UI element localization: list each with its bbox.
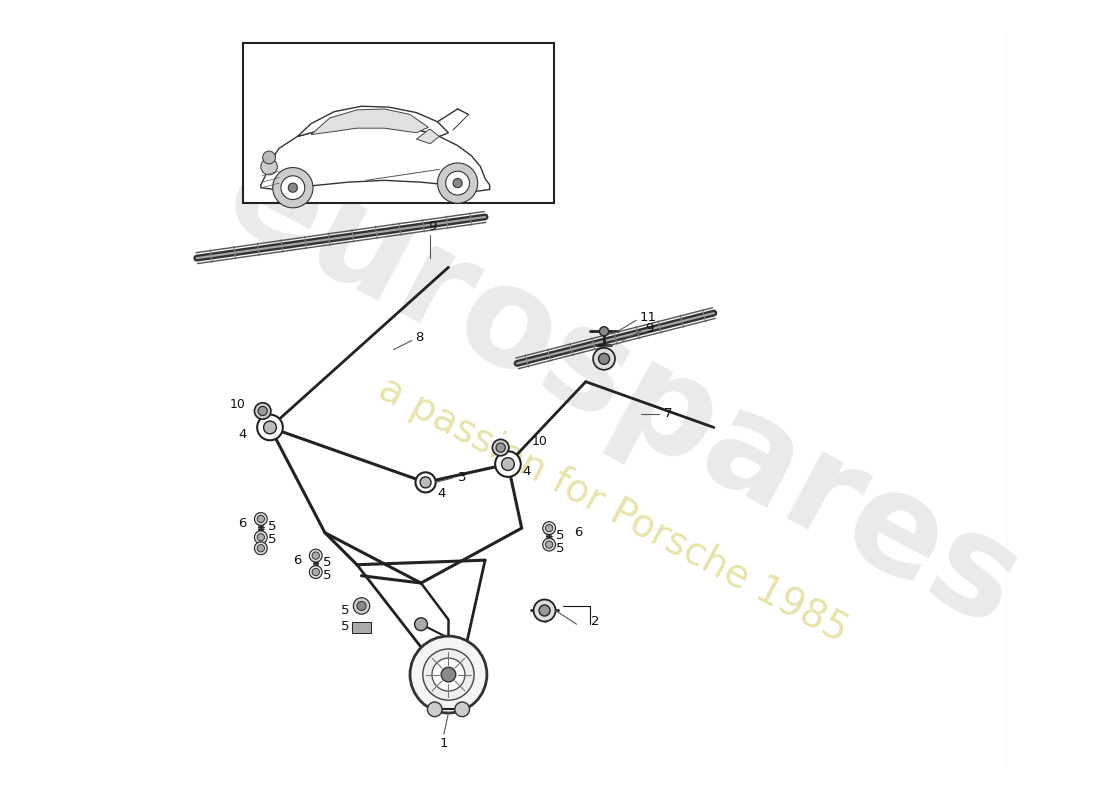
Circle shape xyxy=(432,658,465,691)
Circle shape xyxy=(312,552,319,559)
Text: 5: 5 xyxy=(341,604,350,617)
Circle shape xyxy=(598,354,609,364)
FancyBboxPatch shape xyxy=(352,622,371,634)
Circle shape xyxy=(257,515,264,522)
Circle shape xyxy=(455,702,470,717)
Circle shape xyxy=(254,542,267,554)
Circle shape xyxy=(446,171,470,195)
Circle shape xyxy=(353,598,370,614)
Circle shape xyxy=(257,545,264,552)
Text: 9: 9 xyxy=(646,322,654,335)
Circle shape xyxy=(258,406,267,415)
Circle shape xyxy=(546,541,553,548)
Circle shape xyxy=(502,458,515,470)
Text: 5: 5 xyxy=(556,542,564,554)
Circle shape xyxy=(264,421,276,434)
Circle shape xyxy=(534,599,556,622)
Text: 5: 5 xyxy=(556,529,564,542)
Text: a passion for Porsche 1985: a passion for Porsche 1985 xyxy=(372,370,855,650)
Circle shape xyxy=(546,525,553,532)
Circle shape xyxy=(600,326,608,336)
Polygon shape xyxy=(308,0,1100,766)
Text: 10: 10 xyxy=(532,434,548,448)
Circle shape xyxy=(453,178,462,188)
Circle shape xyxy=(273,167,314,208)
Circle shape xyxy=(410,636,487,713)
Text: 4: 4 xyxy=(239,428,246,442)
Circle shape xyxy=(254,402,271,419)
Text: eurospares: eurospares xyxy=(202,125,1042,657)
Text: 4: 4 xyxy=(438,487,447,500)
Circle shape xyxy=(441,667,455,682)
Circle shape xyxy=(288,183,297,192)
Text: 5: 5 xyxy=(322,557,331,570)
Polygon shape xyxy=(311,109,428,134)
Circle shape xyxy=(309,549,322,562)
Circle shape xyxy=(312,568,319,576)
Circle shape xyxy=(280,176,305,199)
Text: 6: 6 xyxy=(574,526,583,539)
Circle shape xyxy=(539,605,550,616)
Circle shape xyxy=(263,151,275,164)
Circle shape xyxy=(496,443,505,452)
Text: 5: 5 xyxy=(341,619,350,633)
Text: 3: 3 xyxy=(458,471,466,484)
Text: 5: 5 xyxy=(267,520,276,533)
Circle shape xyxy=(416,472,436,493)
Circle shape xyxy=(420,477,431,488)
Circle shape xyxy=(422,649,474,700)
Text: 2: 2 xyxy=(591,615,600,628)
Circle shape xyxy=(415,618,428,630)
Text: 5: 5 xyxy=(267,533,276,546)
Circle shape xyxy=(254,531,267,544)
Text: 8: 8 xyxy=(415,331,424,344)
Circle shape xyxy=(257,414,283,440)
Circle shape xyxy=(261,158,277,175)
Text: 10: 10 xyxy=(230,398,246,411)
Circle shape xyxy=(257,534,264,541)
Polygon shape xyxy=(297,106,449,137)
Circle shape xyxy=(493,439,509,456)
Text: 7: 7 xyxy=(664,407,672,420)
Circle shape xyxy=(254,513,267,526)
Circle shape xyxy=(309,566,322,578)
Circle shape xyxy=(542,522,556,534)
Text: 1: 1 xyxy=(440,737,448,750)
Text: 6: 6 xyxy=(239,517,246,530)
Circle shape xyxy=(542,538,556,551)
Circle shape xyxy=(593,348,615,370)
Text: 5: 5 xyxy=(322,570,331,582)
Circle shape xyxy=(495,451,520,477)
Text: 9: 9 xyxy=(428,220,437,233)
Text: 11: 11 xyxy=(639,311,657,324)
Circle shape xyxy=(438,163,477,203)
Circle shape xyxy=(356,602,366,610)
Text: 6: 6 xyxy=(294,554,301,566)
FancyBboxPatch shape xyxy=(242,43,553,203)
Polygon shape xyxy=(261,126,490,191)
Text: 4: 4 xyxy=(522,465,530,478)
Polygon shape xyxy=(417,129,439,144)
Circle shape xyxy=(428,702,442,717)
